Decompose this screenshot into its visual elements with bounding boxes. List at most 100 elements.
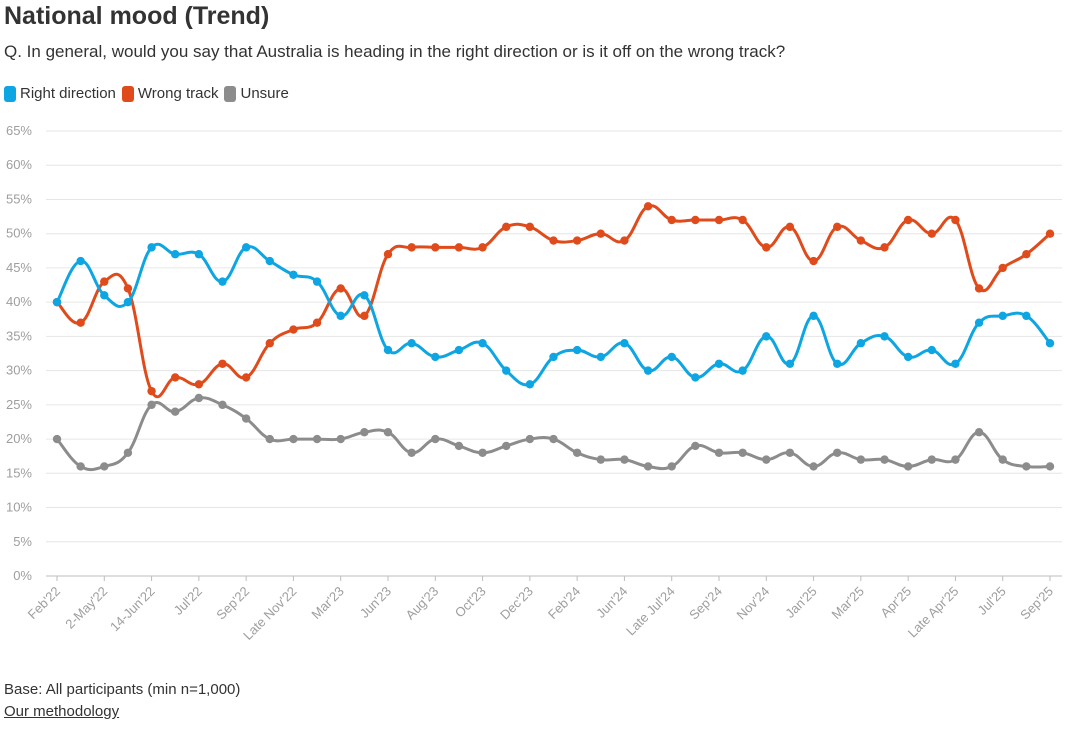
data-point-unsure — [289, 434, 298, 444]
data-point-unsure — [123, 448, 133, 457]
data-point-unsure — [525, 434, 535, 444]
data-point-right-direction — [596, 352, 605, 362]
data-point-wrong-track — [76, 318, 85, 327]
data-point-right-direction — [809, 311, 818, 321]
y-tick-label: 45% — [6, 260, 32, 275]
data-point-wrong-track — [1045, 229, 1055, 238]
data-point-wrong-track — [336, 284, 345, 293]
data-point-wrong-track — [785, 222, 795, 232]
data-point-unsure — [1022, 462, 1031, 471]
data-point-wrong-track — [596, 229, 605, 238]
data-point-wrong-track — [312, 318, 322, 327]
x-tick-label: Oct'23 — [452, 584, 489, 621]
legend-label-right-direction: Right direction — [20, 85, 116, 102]
legend-item-unsure[interactable]: Unsure — [224, 85, 289, 102]
data-point-wrong-track — [100, 277, 109, 286]
data-point-wrong-track — [903, 215, 913, 225]
data-point-wrong-track — [454, 243, 464, 252]
x-tick-label: 14-Jun'22 — [107, 584, 158, 635]
data-point-right-direction — [714, 359, 724, 368]
data-point-right-direction — [785, 359, 795, 368]
data-point-wrong-track — [1022, 250, 1031, 259]
data-point-right-direction — [927, 345, 936, 355]
legend-swatch-wrong-track — [121, 85, 134, 102]
data-point-right-direction — [620, 339, 629, 348]
data-point-unsure — [502, 441, 511, 451]
data-point-unsure — [572, 448, 582, 457]
data-point-wrong-track — [714, 215, 724, 225]
y-tick-label: 10% — [6, 500, 32, 515]
chart-title: National mood (Trend) — [4, 2, 270, 30]
data-point-unsure — [833, 448, 842, 457]
y-tick-label: 50% — [6, 226, 32, 241]
data-point-right-direction — [998, 311, 1007, 321]
data-point-right-direction — [667, 352, 676, 362]
data-point-unsure — [714, 448, 724, 457]
x-tick-label: Aug'23 — [402, 584, 441, 623]
data-point-unsure — [147, 400, 156, 410]
data-point-unsure — [974, 428, 984, 437]
data-point-right-direction — [833, 359, 842, 368]
x-tick-label: Jul'22 — [171, 584, 205, 618]
data-point-wrong-track — [927, 229, 936, 238]
data-point-right-direction — [1022, 311, 1031, 321]
data-point-unsure — [312, 434, 322, 444]
data-point-wrong-track — [383, 250, 393, 259]
legend-item-wrong-track[interactable]: Wrong track — [121, 85, 218, 102]
data-point-wrong-track — [123, 284, 133, 293]
data-point-right-direction — [525, 380, 535, 389]
data-point-unsure — [880, 455, 889, 464]
data-point-right-direction — [336, 311, 345, 321]
data-point-right-direction — [431, 352, 440, 362]
y-tick-label: 35% — [6, 328, 32, 343]
x-tick-label: Mar'25 — [829, 584, 867, 622]
y-tick-label: 30% — [6, 363, 32, 378]
data-point-unsure — [52, 434, 62, 444]
y-tick-label: 55% — [6, 191, 32, 206]
data-point-right-direction — [194, 250, 204, 259]
data-point-wrong-track — [289, 325, 298, 334]
x-tick-label: Apr'25 — [877, 584, 914, 621]
data-point-wrong-track — [667, 215, 676, 225]
data-point-wrong-track — [431, 243, 440, 252]
data-point-unsure — [218, 400, 227, 410]
series-line-right-direction — [55, 242, 1052, 387]
methodology-link[interactable]: Our methodology — [4, 703, 120, 720]
x-tick-label: Feb'22 — [25, 584, 63, 622]
data-point-right-direction — [383, 345, 393, 355]
data-point-right-direction — [171, 250, 180, 259]
y-tick-label: 0% — [13, 568, 32, 583]
data-point-wrong-track — [478, 243, 487, 252]
data-point-right-direction — [880, 332, 889, 341]
data-point-right-direction — [903, 352, 913, 362]
data-point-right-direction — [218, 277, 227, 286]
y-tick-label: 5% — [13, 534, 32, 549]
data-point-unsure — [478, 448, 487, 457]
x-tick-label: Sep'22 — [213, 584, 252, 623]
x-tick-label: Dec'23 — [497, 584, 536, 623]
data-point-wrong-track — [880, 243, 889, 252]
footer-base-note: Base: All participants (min n=1,000) — [4, 681, 241, 698]
data-point-wrong-track — [572, 236, 582, 245]
data-point-unsure — [643, 462, 653, 471]
legend-swatch-right-direction — [4, 85, 16, 102]
data-point-unsure — [265, 434, 274, 444]
data-point-unsure — [762, 455, 771, 464]
legend-item-right-direction[interactable]: Right direction — [4, 85, 116, 102]
data-point-unsure — [785, 448, 795, 457]
x-tick-label: Jul'25 — [974, 584, 1008, 618]
x-tick-label: Nov'24 — [733, 584, 772, 623]
data-point-unsure — [407, 448, 416, 457]
data-point-wrong-track — [643, 202, 653, 211]
data-point-unsure — [241, 414, 251, 423]
y-tick-label: 20% — [6, 431, 32, 446]
data-point-right-direction — [643, 366, 653, 375]
y-tick-label: 25% — [6, 397, 32, 412]
data-point-unsure — [856, 455, 866, 464]
y-tick-label: 15% — [6, 465, 32, 480]
data-point-wrong-track — [194, 380, 204, 389]
x-tick-label: Jun'24 — [593, 584, 630, 621]
x-tick-label: 2-May'22 — [62, 584, 110, 632]
data-point-unsure — [903, 462, 913, 471]
data-point-right-direction — [52, 297, 62, 307]
